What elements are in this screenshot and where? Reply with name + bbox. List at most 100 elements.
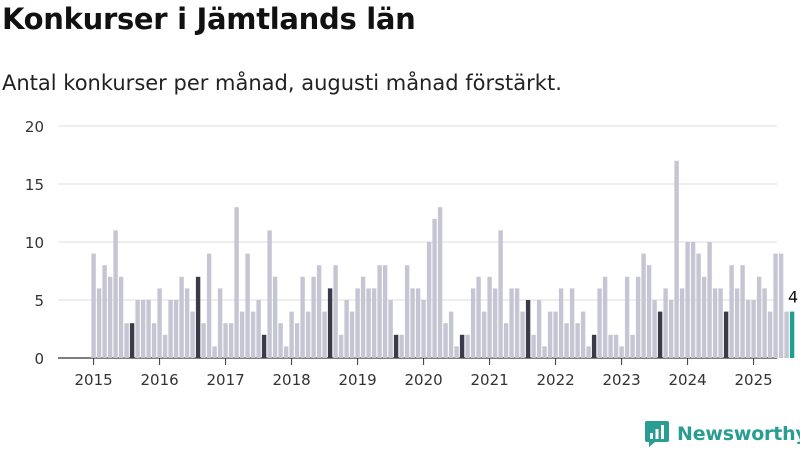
bar [371, 288, 377, 358]
bar [448, 311, 454, 358]
bar [426, 242, 432, 358]
bar [338, 334, 344, 358]
bar [778, 253, 784, 358]
bar [360, 276, 366, 358]
bar [476, 276, 481, 358]
bar [305, 311, 311, 358]
newsworthy-logo-icon [645, 421, 669, 447]
bar [437, 207, 443, 358]
bar [393, 334, 399, 358]
bar [228, 323, 234, 358]
bar [140, 300, 146, 358]
bar [344, 300, 349, 358]
bar [404, 265, 410, 358]
bar [520, 311, 525, 358]
chart-subtitle: Antal konkurser per månad, augusti månad… [2, 71, 562, 95]
bar [712, 288, 718, 358]
bar [602, 276, 608, 358]
bar [190, 311, 195, 358]
y-tick-label: 0 [34, 350, 44, 368]
bar [432, 218, 437, 358]
bar [773, 253, 778, 358]
x-tick-label: 2024 [669, 371, 707, 389]
bar [503, 323, 509, 358]
bar [536, 300, 542, 358]
bar [355, 288, 360, 358]
bar [729, 265, 734, 358]
x-tick-label: 2022 [537, 371, 575, 389]
bar [212, 346, 217, 358]
bar [657, 311, 663, 358]
bar [685, 242, 690, 358]
bar [349, 311, 355, 358]
bar [311, 276, 316, 358]
chart-title: Konkurser i Jämtlands län [2, 2, 416, 36]
bar [784, 311, 789, 358]
x-tick-label: 2020 [405, 371, 443, 389]
bar [184, 288, 190, 358]
bar [283, 346, 289, 358]
bar [399, 334, 404, 358]
x-tick-label: 2023 [603, 371, 641, 389]
bar [542, 346, 547, 358]
bar [569, 288, 575, 358]
x-tick-label: 2021 [471, 371, 509, 389]
bar [635, 276, 641, 358]
bar [723, 311, 729, 358]
bar [173, 300, 179, 358]
bar [575, 323, 580, 358]
bar [278, 323, 283, 358]
bar [690, 242, 696, 358]
bar [91, 253, 96, 358]
bar [179, 276, 184, 358]
bar [745, 300, 751, 358]
bar [701, 276, 707, 358]
bar [558, 288, 564, 358]
bar [234, 207, 239, 358]
bar [756, 276, 762, 358]
bar [586, 346, 591, 358]
bar [767, 311, 773, 358]
bar-chart: 0 5 10 15 20 2015 2016 2017 2018 2019 2020 2021 202… [25, 118, 798, 389]
bar [113, 230, 118, 358]
y-tick-label: 20 [25, 118, 44, 136]
bar [509, 288, 514, 358]
bar [316, 265, 322, 358]
bar [481, 311, 487, 358]
x-tick-label: 2025 [735, 371, 773, 389]
y-tick-label: 5 [34, 292, 44, 310]
bar [641, 253, 646, 358]
bar [261, 334, 267, 358]
bar [696, 253, 701, 358]
newsworthy-logo-text: Newsworthy [677, 423, 800, 445]
bar [162, 334, 168, 358]
bar [377, 265, 382, 358]
bar [465, 334, 470, 358]
bar [124, 323, 129, 358]
newsworthy-logo: Newsworthy [644, 419, 800, 449]
bar [151, 323, 157, 358]
x-axis: 2015 2016 2017 2018 2019 2020 2021 2022 2023 2024… [75, 358, 773, 389]
bar [564, 323, 569, 358]
bar [366, 288, 371, 358]
bar [415, 288, 421, 358]
bar [630, 334, 635, 358]
bar [223, 323, 228, 358]
bar [718, 288, 723, 358]
bar [135, 300, 140, 358]
bar [272, 276, 278, 358]
bar [217, 288, 223, 358]
bar [250, 311, 256, 358]
bar [668, 300, 674, 358]
bar [327, 288, 333, 358]
bar [256, 300, 261, 358]
bar [470, 288, 476, 358]
bar [195, 276, 201, 358]
last-value-label: 4 [788, 288, 798, 307]
bar [410, 288, 415, 358]
bar [608, 334, 613, 358]
bar [118, 276, 124, 358]
bar [674, 160, 679, 358]
bar [597, 288, 602, 358]
bar [146, 300, 151, 358]
